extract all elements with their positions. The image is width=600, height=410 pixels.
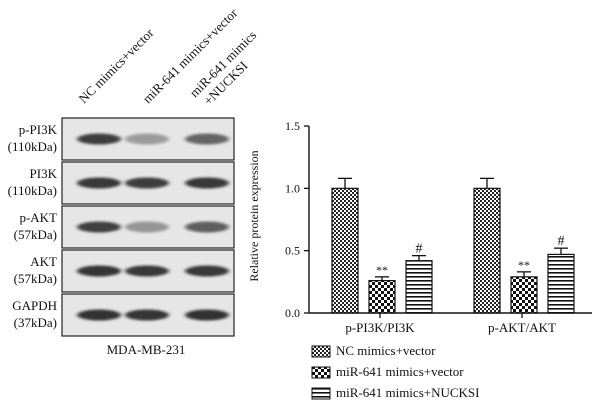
blot-band xyxy=(125,221,169,233)
bar xyxy=(547,253,575,314)
blot-band xyxy=(125,265,169,277)
western-blot-panel: NC mimics+vector miR-641 mimics+vector m… xyxy=(8,5,260,357)
blot-band xyxy=(125,309,169,321)
bar-series: ** # ** # xyxy=(331,177,575,314)
blot-band xyxy=(125,133,169,145)
legend: NC mimics+vector miR-641 mimics+vector miR… xyxy=(311,343,479,400)
blot-protein-label: GAPDH xyxy=(12,298,57,313)
significance-mark: # xyxy=(558,234,565,249)
y-tick-label: 0.0 xyxy=(285,306,300,320)
bar xyxy=(473,187,501,314)
y-tick-label: 1.5 xyxy=(285,119,300,133)
blot-band xyxy=(77,265,121,277)
blot-band xyxy=(185,265,229,277)
bar xyxy=(510,276,538,314)
blot-protein-label: p-PI3K xyxy=(19,122,58,137)
bar xyxy=(331,187,359,314)
blot-band xyxy=(77,177,121,189)
y-tick-label: 0.5 xyxy=(285,244,300,258)
blot-protein-label: PI3K xyxy=(30,166,58,181)
blot-row-p-akt: p-AKT (57kDa) xyxy=(14,205,235,249)
x-category-label: p-PI3K/PI3K xyxy=(345,320,415,335)
blot-protein-label: p-AKT xyxy=(19,210,57,225)
legend-swatch xyxy=(311,366,331,379)
blot-size-label: (110kDa) xyxy=(8,139,57,154)
blot-row-gapdh: GAPDH (37kDa) xyxy=(12,293,235,337)
y-axis-label: Relative protein expression xyxy=(247,150,261,281)
blot-row-p-pi3k: p-PI3K (110kDa) xyxy=(8,117,235,161)
bar xyxy=(368,279,396,314)
blot-row-akt: AKT (57kDa) xyxy=(14,249,235,293)
blot-band xyxy=(185,177,229,189)
cell-line-label: MDA-MB-231 xyxy=(107,342,186,357)
blot-band xyxy=(185,309,229,321)
blot-band xyxy=(77,309,121,321)
blot-band xyxy=(125,177,169,189)
significance-mark: # xyxy=(416,242,423,257)
legend-swatch xyxy=(311,345,331,358)
legend-label: miR-641 mimics+NUCKSI xyxy=(336,385,479,400)
significance-mark: ** xyxy=(376,263,388,277)
blot-size-label: (37kDa) xyxy=(14,315,57,330)
blot-band xyxy=(185,221,229,233)
legend-label: miR-641 mimics+vector xyxy=(336,364,464,379)
blot-protein-label: AKT xyxy=(30,254,57,269)
legend-swatch xyxy=(311,387,331,400)
blot-band xyxy=(77,133,121,145)
blot-band xyxy=(77,221,121,233)
x-axis-categories: p-PI3K/PI3K p-AKT/AKT xyxy=(345,313,556,335)
bar-chart: Relative protein expression 0.0 0.5 1.0 1.5… xyxy=(247,119,592,400)
legend-label: NC mimics+vector xyxy=(336,343,436,358)
y-axis-ticks: 0.0 0.5 1.0 1.5 xyxy=(285,119,309,320)
significance-mark: ** xyxy=(518,258,530,272)
blot-band xyxy=(185,133,229,145)
x-category-label: p-AKT/AKT xyxy=(488,320,556,335)
blot-lane-labels: NC mimics+vector miR-641 mimics+vector m… xyxy=(76,5,260,108)
blot-size-label: (110kDa) xyxy=(8,183,57,198)
blot-rows: p-PI3K(110kDa)PI3K(110kDa)p-AKT(57kDa)AK… xyxy=(8,117,235,337)
blot-size-label: (57kDa) xyxy=(14,227,57,242)
y-tick-label: 1.0 xyxy=(285,181,300,195)
blot-size-label: (57kDa) xyxy=(14,271,57,286)
blot-row-pi3k: PI3K (110kDa) xyxy=(8,161,235,205)
bar xyxy=(405,260,433,314)
